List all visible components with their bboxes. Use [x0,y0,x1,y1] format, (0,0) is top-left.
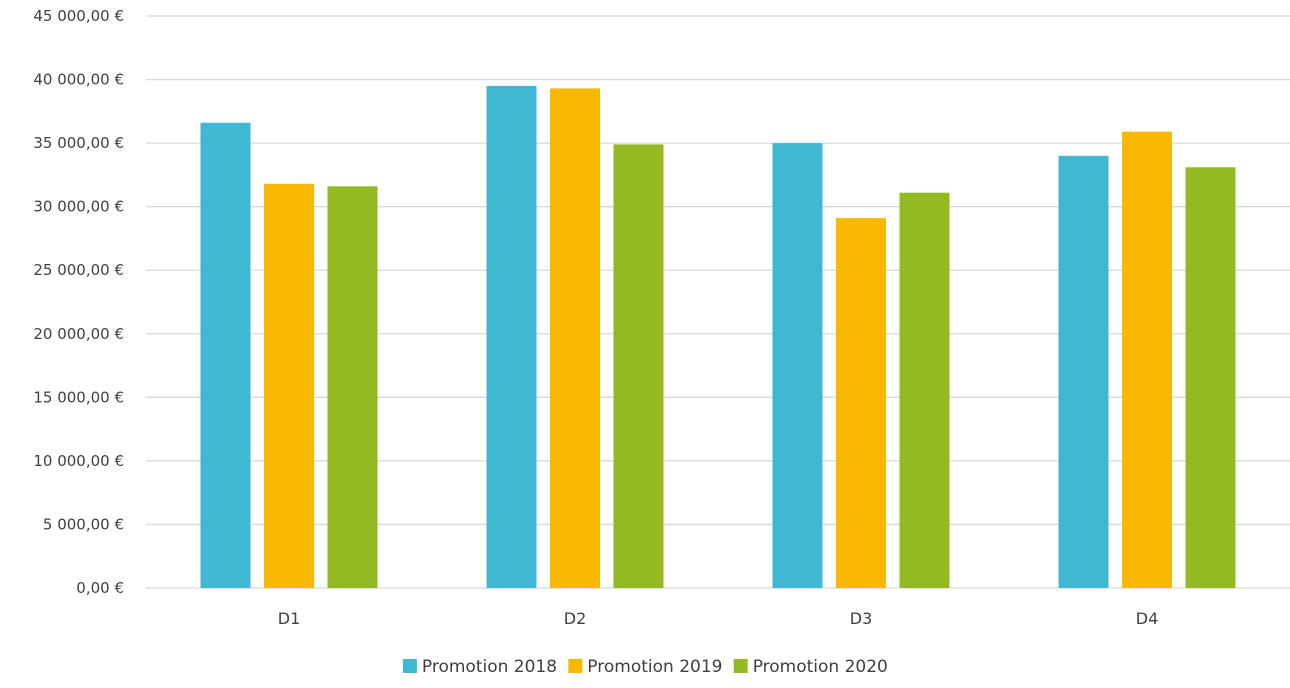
legend-label: Promotion 2020 [753,657,888,677]
bar-d1-series-3 [327,186,378,588]
bar-d2-series-1 [486,85,537,589]
y-tick-label: 15 000,00 € [33,388,124,406]
x-axis-category-labels: D1 D2 D3 D4 [278,609,1159,628]
x-category-label: D3 [850,609,873,628]
y-tick-label: 30 000,00 € [33,198,124,216]
bar-d2-series-2 [550,88,600,588]
bars [200,85,1236,589]
x-category-label: D4 [1136,609,1159,628]
gridlines [146,15,1290,589]
bar-d1-series-1 [200,122,251,589]
legend-swatch [568,659,583,673]
y-tick-label: 10 000,00 € [33,452,124,470]
bar-d3-series-2 [836,218,886,588]
bar-d3-series-3 [899,192,950,588]
legend: Promotion 2018 Promotion 2019 Promotion 20… [402,657,888,677]
y-tick-label: 20 000,00 € [33,325,124,343]
legend-swatch [733,659,748,673]
bar-d4-series-3 [1185,167,1236,589]
legend-swatch [402,659,417,673]
y-tick-label: 35 000,00 € [33,134,124,152]
y-tick-label: 40 000,00 € [33,71,124,89]
bar-d3-series-1 [772,143,823,588]
y-axis-tick-labels: 0,00 € 5 000,00 € 10 000,00 € 15 000,00 € 20… [33,7,124,597]
bar-d2-series-3 [613,144,664,589]
x-category-label: D1 [278,609,301,628]
x-category-label: D2 [564,609,587,628]
bar-d1-series-2 [264,183,314,588]
legend-label: Promotion 2018 [422,657,557,677]
bar-d4-series-1 [1058,155,1109,589]
bar-d4-series-2 [1122,131,1172,588]
legend-label: Promotion 2019 [587,657,722,677]
y-tick-label: 0,00 € [76,579,124,597]
y-tick-label: 25 000,00 € [33,261,124,279]
y-tick-label: 5 000,00 € [43,515,124,533]
y-tick-label: 45 000,00 € [33,7,124,25]
